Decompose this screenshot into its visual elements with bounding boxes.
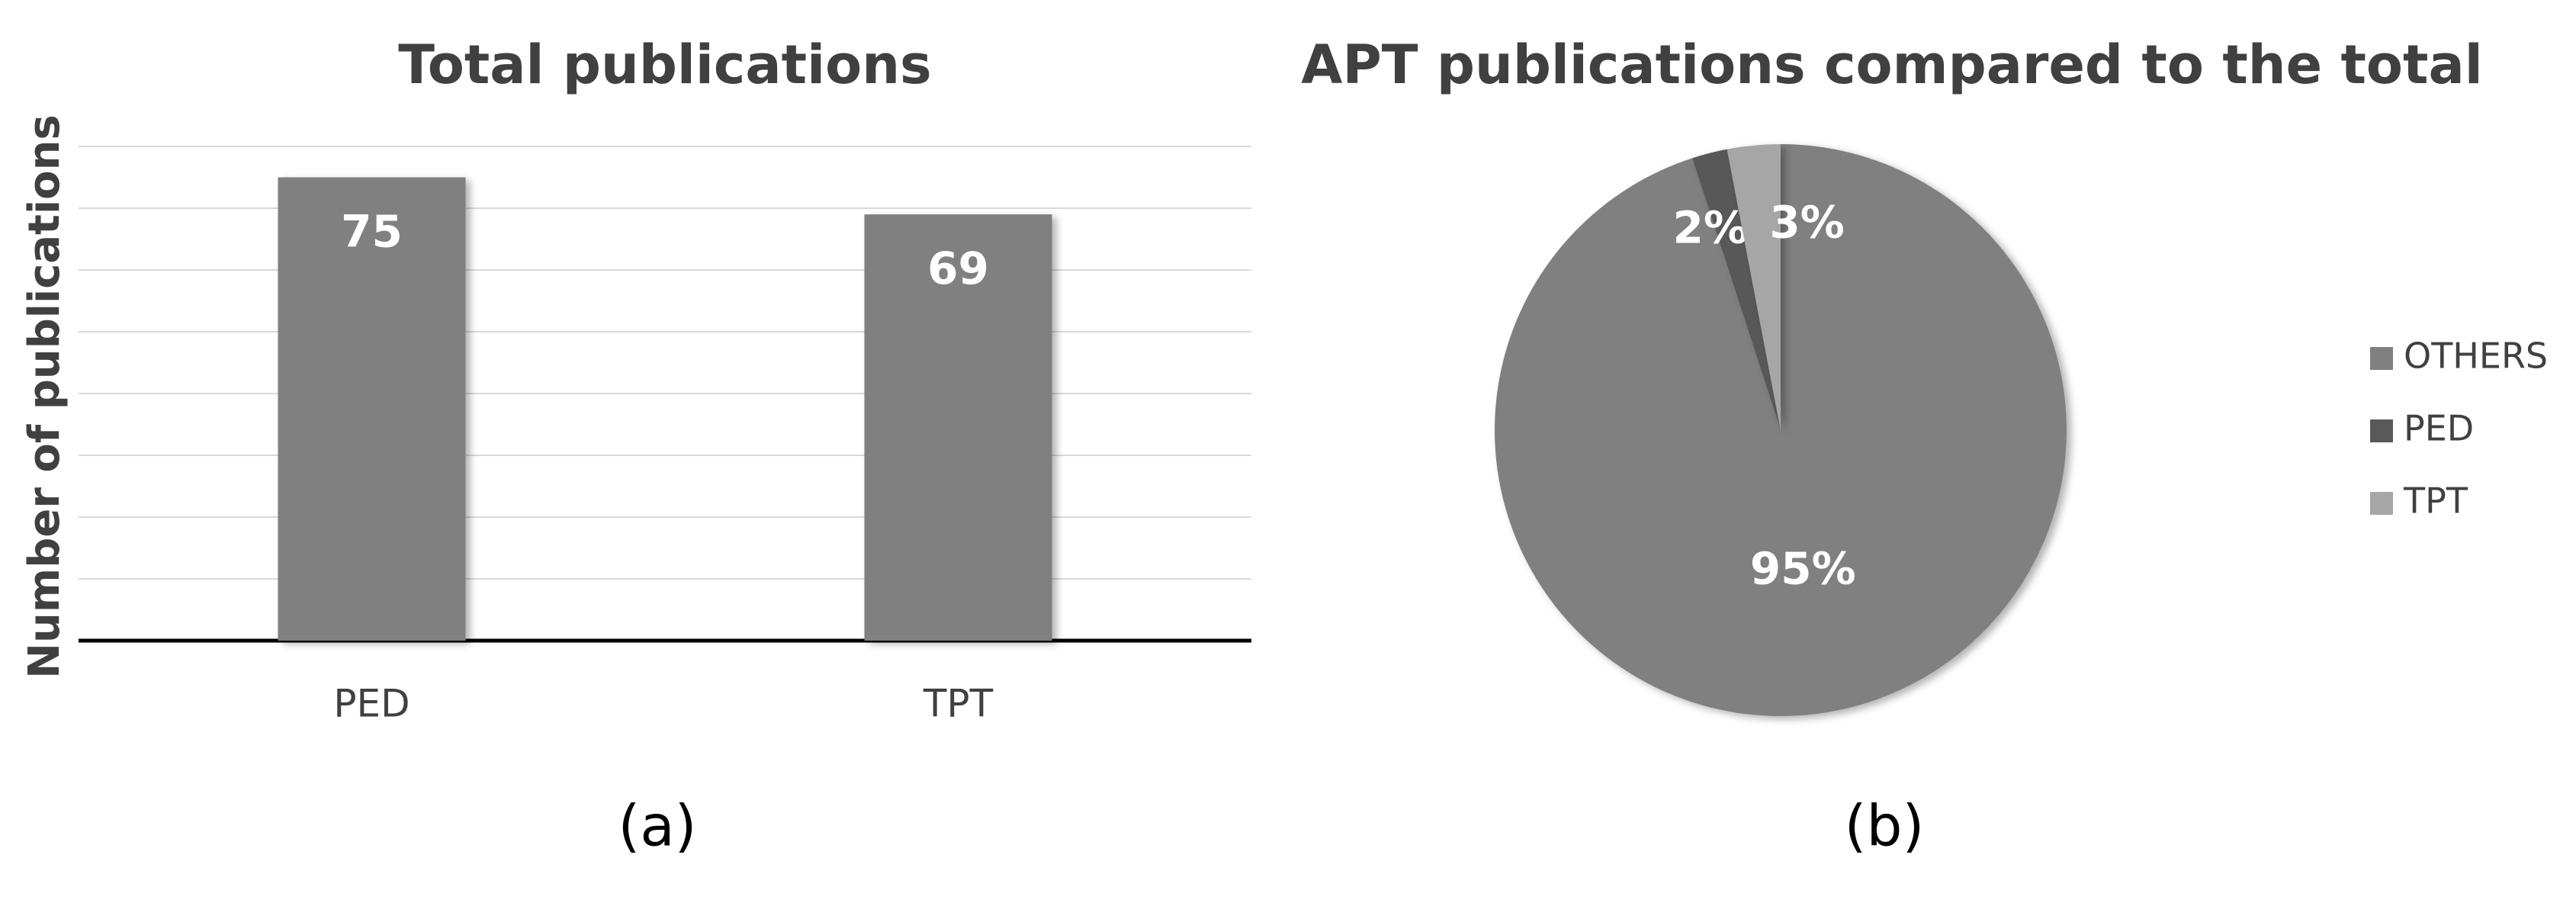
- chart-title: APT publications compared to the total: [1301, 34, 2482, 96]
- data-label: 75: [341, 206, 403, 258]
- pie-slice: [1726, 144, 1781, 430]
- data-label: 95%: [1750, 542, 1856, 594]
- caption: (b): [1845, 794, 1925, 860]
- y-axis-label: Number of publications: [20, 114, 69, 679]
- chart-title: Total publications: [398, 34, 931, 96]
- legend-label: OTHERS: [2404, 336, 2548, 377]
- bar: [278, 177, 466, 641]
- x-tick-label: PED: [333, 682, 410, 726]
- legend-swatch: [2370, 419, 2393, 442]
- bar: [864, 214, 1052, 641]
- data-label: 3%: [1769, 196, 1844, 248]
- legend-label: TPT: [2403, 480, 2468, 522]
- legend-swatch: [2370, 347, 2393, 370]
- legend-label: PED: [2404, 408, 2474, 449]
- caption: (a): [618, 794, 696, 860]
- data-label: 2%: [1673, 202, 1748, 254]
- data-label: 69: [927, 243, 989, 294]
- pie-slice: [1692, 149, 1781, 431]
- legend-swatch: [2370, 492, 2393, 515]
- x-tick-label: TPT: [923, 682, 994, 726]
